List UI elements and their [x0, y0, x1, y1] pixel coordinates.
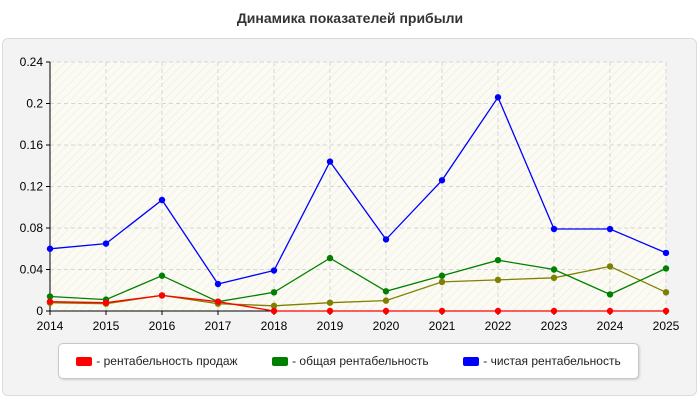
- data-point: [550, 266, 558, 273]
- data-point: [326, 254, 334, 262]
- legend-item: - чистая рентабельность: [463, 354, 621, 368]
- data-point: [214, 280, 222, 288]
- data-point: [382, 236, 390, 243]
- series-line: [49, 257, 667, 303]
- legend-item: - рентабельность продаж: [76, 354, 238, 368]
- data-point: [606, 263, 614, 270]
- legend-item: - общая рентабельность: [272, 354, 429, 368]
- data-point: [438, 307, 446, 315]
- series-line: [49, 95, 667, 285]
- data-point: [158, 292, 166, 299]
- x-tick-label: 2023: [541, 319, 568, 333]
- y-tick-label: 0.2: [26, 97, 43, 111]
- legend-swatch: [76, 356, 93, 366]
- data-point: [382, 288, 390, 295]
- chart-title: Динамика показателей прибыли: [236, 10, 464, 26]
- legend-label: - рентабельность продаж: [96, 354, 238, 368]
- x-tick-label: 2024: [597, 319, 624, 333]
- series-line: [49, 294, 666, 312]
- x-tick-label: 2014: [37, 319, 64, 333]
- data-point: [102, 240, 110, 247]
- y-tick-label: 0.04: [20, 263, 44, 277]
- y-tick-label: 0: [36, 304, 43, 318]
- y-tick-label: 0.16: [20, 138, 44, 152]
- x-tick-label: 2020: [373, 319, 400, 333]
- data-point: [326, 307, 334, 315]
- data-point: [326, 158, 334, 165]
- data-point: [662, 249, 670, 257]
- data-point: [46, 293, 54, 300]
- x-tick-label: 2022: [485, 319, 512, 333]
- data-point: [382, 297, 390, 304]
- data-point: [102, 299, 110, 306]
- data-point: [438, 278, 446, 286]
- data-point: [158, 272, 166, 279]
- y-tick-label: 0.12: [20, 180, 44, 194]
- data-point: [270, 289, 278, 296]
- data-point: [326, 299, 334, 306]
- legend-swatch: [272, 356, 289, 366]
- y-tick-label: 0.08: [20, 221, 44, 235]
- legend: - рентабельность продаж - общая рентабель…: [58, 343, 639, 379]
- data-point: [214, 298, 222, 305]
- data-point: [270, 267, 278, 274]
- data-point: [662, 289, 670, 296]
- data-point: [382, 307, 390, 315]
- legend-swatch: [463, 356, 480, 366]
- data-point: [550, 225, 558, 233]
- y-tick-label: 0.24: [20, 55, 44, 69]
- data-point: [46, 298, 54, 305]
- x-tick-label: 2025: [653, 319, 680, 333]
- data-point: [606, 225, 614, 233]
- data-point: [494, 94, 502, 101]
- data-point: [438, 177, 446, 184]
- data-point: [438, 272, 446, 279]
- data-point: [662, 307, 670, 315]
- data-point: [270, 307, 278, 315]
- data-point: [550, 274, 558, 281]
- x-tick-label: 2019: [317, 319, 344, 333]
- x-tick-label: 2015: [93, 319, 120, 333]
- x-tick-label: 2021: [429, 319, 456, 333]
- x-tick-label: 2018: [261, 319, 288, 333]
- data-point: [606, 307, 614, 315]
- x-tick-label: 2016: [149, 319, 176, 333]
- data-point: [606, 291, 614, 298]
- data-point: [550, 307, 558, 315]
- data-point: [494, 276, 502, 284]
- data-point: [46, 245, 54, 252]
- data-point: [662, 265, 670, 272]
- data-point: [270, 302, 278, 310]
- legend-label: - общая рентабельность: [292, 354, 429, 368]
- legend-label: - чистая рентабельность: [483, 354, 621, 368]
- data-point: [158, 196, 166, 204]
- x-tick-label: 2017: [205, 319, 232, 333]
- data-point: [494, 307, 502, 315]
- data-point: [494, 256, 502, 264]
